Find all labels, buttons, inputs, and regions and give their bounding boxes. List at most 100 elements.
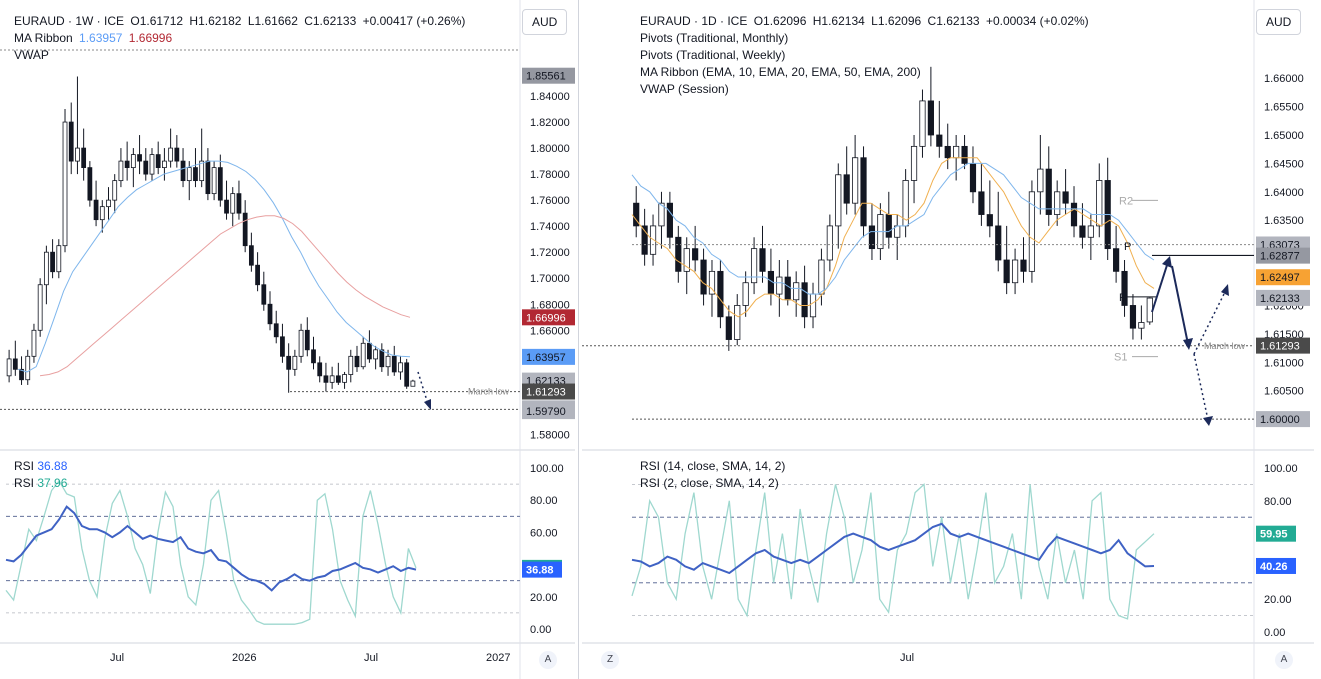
right-z-button[interactable]: Z [601, 651, 619, 669]
price-label-bg [522, 309, 575, 326]
candle [273, 323, 279, 338]
candle [354, 355, 360, 368]
candle [826, 225, 833, 261]
left-vwap-label: VWAP [14, 48, 49, 62]
rsi2-line [5, 479, 417, 625]
candle [379, 349, 385, 368]
candle [367, 342, 372, 360]
candle [1028, 191, 1036, 272]
right-pivots-weekly: Pivots (Traditional, Weekly) [640, 48, 786, 62]
rsi-tick-label: 80.00 [1264, 496, 1292, 508]
candle [398, 362, 403, 373]
left-legend: EURAUD · 1W · ICE O1.61712 H1.62182 L1.6… [14, 13, 465, 64]
candle [242, 212, 248, 247]
candle [641, 225, 648, 255]
candle [124, 160, 130, 169]
candle [658, 202, 665, 227]
projection-arrowhead [424, 399, 431, 410]
candle [360, 342, 366, 368]
price-tick-label: 1.70000 [530, 273, 570, 285]
price-tick-label: 1.61000 [1264, 357, 1304, 369]
left-rsi-label2: RSI [14, 476, 35, 490]
candle [329, 375, 335, 383]
panel-divider[interactable] [578, 0, 579, 679]
candle [1129, 305, 1137, 329]
left-high: H1.62182 [189, 14, 242, 28]
time-axis-label: Jul [110, 652, 124, 664]
candle [391, 355, 397, 373]
rsi-tick-label: 100.00 [1264, 463, 1298, 475]
candle [1070, 202, 1078, 227]
right-chart-panel[interactable]: 1.66000 1.65500 1.65000 1.64500 1.64000 1.635… [582, 0, 1321, 679]
candle [143, 160, 149, 175]
pivot-p-weekly-label: P [1124, 241, 1131, 253]
left-chart-panel[interactable]: 1.84000 1.82000 1.80000 1.78000 1.76000 1.740… [0, 0, 575, 679]
candle [6, 358, 12, 377]
candle [155, 154, 161, 169]
pivot-s1-label: S1 [1114, 352, 1127, 364]
candle [267, 303, 273, 325]
candle [969, 163, 977, 193]
rsi-value-bg [1256, 557, 1296, 574]
price-tick-label: 1.63500 [1264, 215, 1304, 227]
right-auto-scale-button[interactable]: A [1275, 651, 1293, 669]
right-vwap: VWAP (Session) [640, 82, 729, 96]
candle [725, 316, 732, 340]
left-rsi-label1: RSI [14, 459, 35, 473]
candle [236, 193, 242, 214]
right-rsi2-label: RSI (2, close, SMA, 14, 2) [640, 476, 779, 490]
projection-up-arrowhead [1221, 284, 1229, 296]
candle [1096, 180, 1103, 227]
candle [317, 362, 323, 377]
left-chart-svg[interactable]: 1.84000 1.82000 1.80000 1.78000 1.76000 1.740… [0, 0, 575, 679]
price-label: 1.66996 [526, 312, 566, 324]
candle [759, 248, 766, 272]
time-axis-label: Jul [900, 652, 914, 664]
candle [1062, 191, 1069, 204]
right-low: L1.62096 [871, 14, 922, 28]
projection-down-arrow [1193, 353, 1209, 421]
candle [633, 202, 640, 227]
price-label-bg [1256, 247, 1310, 264]
candle [683, 248, 690, 272]
price-tick-label: 1.66000 [1264, 73, 1304, 85]
candle [298, 329, 304, 357]
candle [1054, 191, 1061, 215]
rsi-value-bg [522, 561, 562, 578]
candle [205, 160, 211, 195]
time-axis-label: 2026 [232, 652, 256, 664]
candle [404, 362, 410, 387]
candle [261, 284, 267, 305]
price-tick-label: 1.74000 [530, 221, 570, 233]
pivot-r2-label: R2 [1119, 195, 1133, 207]
left-auto-scale-button[interactable]: A [539, 651, 557, 669]
candle [149, 154, 155, 175]
candle [193, 167, 198, 182]
rsi-tick-label: 20.00 [530, 592, 558, 604]
price-label: 1.85561 [526, 71, 566, 83]
right-chart-svg[interactable]: 1.66000 1.65500 1.65000 1.64500 1.64000 1.635… [582, 0, 1321, 679]
right-currency-button[interactable]: AUD [1256, 9, 1302, 35]
left-rsi-val2: 37.96 [37, 476, 68, 490]
price-label-bg [1256, 411, 1310, 428]
left-currency-button[interactable]: AUD [522, 9, 568, 35]
candle [130, 154, 136, 169]
rsi-value-label: 36.88 [526, 565, 554, 577]
rsi-value-bg [1256, 525, 1296, 542]
right-close: C1.62133 [927, 14, 980, 28]
right-high: H1.62134 [812, 14, 865, 28]
right-change: +0.00034 (+0.02%) [985, 14, 1089, 28]
rsi-value-label: 59.95 [1260, 529, 1288, 541]
candle [1087, 225, 1094, 238]
price-label: 1.63957 [526, 352, 566, 364]
price-label-bg [1256, 269, 1310, 286]
up-arrow [1151, 261, 1169, 313]
projection-arrow [417, 371, 429, 405]
candle [255, 264, 260, 286]
candle [385, 355, 391, 368]
candle [180, 160, 186, 182]
left-change: +0.00417 (+0.26%) [362, 14, 466, 28]
price-tick-label: 1.82000 [530, 117, 570, 129]
ema-fast-line [631, 157, 1155, 318]
candle [93, 199, 99, 221]
